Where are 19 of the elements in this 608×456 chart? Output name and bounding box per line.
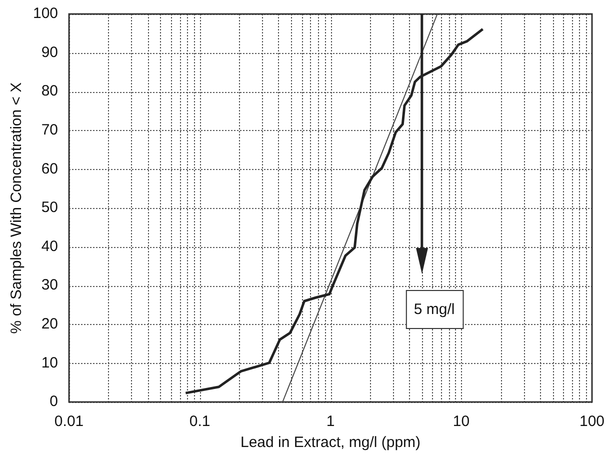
- y-tick-label: 40: [41, 238, 58, 255]
- y-axis-title: % of Samples With Concentration < X: [8, 82, 26, 334]
- y-tick-label: 90: [41, 44, 58, 61]
- y-tick-label: 10: [41, 354, 58, 372]
- y-tick-label: 0: [50, 393, 58, 410]
- y-tick-label: 30: [41, 276, 58, 294]
- y-tick-label: 20: [41, 316, 58, 333]
- y-tick-label: 100: [32, 5, 58, 22]
- x-tick-label: 10: [452, 413, 470, 430]
- x-tick-label: 0.01: [54, 413, 84, 430]
- y-tick-label: 60: [41, 160, 58, 178]
- x-axis-title: Lead in Extract, mg/l (ppm): [240, 434, 421, 452]
- x-tick-label: 1: [326, 413, 335, 430]
- y-tick-label: 50: [41, 199, 58, 216]
- x-tick-label: 0.1: [189, 413, 210, 430]
- x-tick-label: 100: [579, 413, 605, 430]
- ref-line-label: 5 mg/l: [414, 301, 455, 318]
- y-tick-label: 80: [41, 82, 58, 100]
- y-tick-label: 70: [41, 122, 58, 139]
